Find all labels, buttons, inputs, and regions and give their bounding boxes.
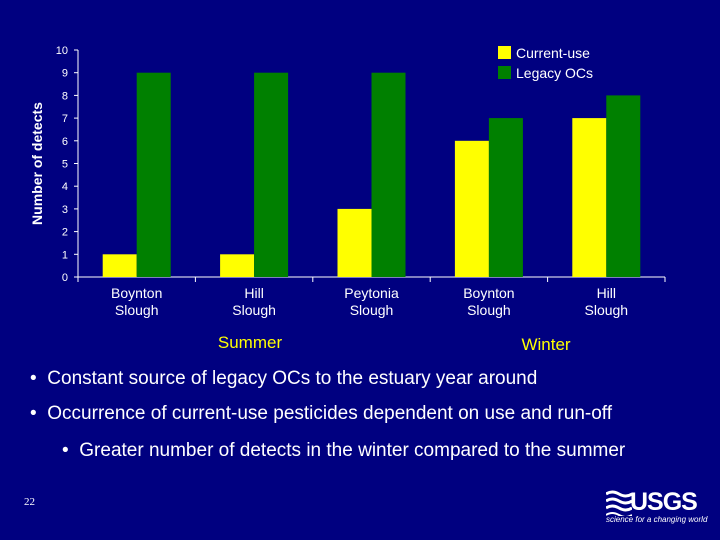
legend-label: Legacy OCs [516,65,593,81]
y-tick-label: 8 [62,90,68,102]
bullet-marker: • [30,368,37,389]
bar-legacy-ocs [136,72,171,277]
x-tick-label: Slough [350,302,394,318]
bar-legacy-ocs [254,72,289,277]
bullet-text-3: Greater number of detects in the winter … [79,440,626,461]
x-tick-label: Boynton [463,285,514,301]
x-tick-label: Hill [244,285,263,301]
bullet-3: • Greater number of detects in the winte… [62,440,625,462]
y-tick-label: 5 [62,159,68,171]
bar-legacy-ocs [488,118,523,277]
y-tick-label: 0 [62,272,68,284]
x-tick-label: Peytonia [344,285,399,301]
group-label-summer: Summer [218,333,283,352]
bullet-marker: • [30,403,37,424]
y-tick-label: 9 [62,68,68,80]
bar-current-use [337,208,372,277]
bar-legacy-ocs [371,72,406,277]
x-tick-label: Slough [467,302,511,318]
x-tick-label: Slough [115,302,159,318]
y-tick-label: 7 [62,113,68,125]
bar-current-use [572,118,607,277]
y-tick-label: 10 [56,45,68,57]
x-tick-label: Slough [585,302,629,318]
bullet-2: • Occurrence of current-use pesticides d… [30,403,612,425]
bullet-text-2: Occurrence of current-use pesticides dep… [47,403,612,424]
usgs-logo: USGS science for a changing world [606,488,708,524]
y-tick-label: 1 [62,249,68,261]
legend-swatch [498,66,511,79]
y-axis-label: Number of detects [29,102,45,225]
usgs-wave-icon [606,490,632,516]
bullet-marker: • [62,440,69,461]
y-tick-label: 3 [62,204,68,216]
usgs-tagline: science for a changing world [606,515,708,524]
x-tick-label: Boynton [111,285,162,301]
y-tick-label: 6 [62,136,68,148]
bar-current-use [454,140,489,277]
x-tick-label: Slough [232,302,276,318]
legend-label: Current-use [516,45,590,61]
bar-current-use [102,254,137,277]
bar-current-use [220,254,255,277]
x-tick-label: Hill [597,285,616,301]
slide-number: 22 [24,496,35,508]
usgs-wordmark: USGS [630,488,698,516]
bullet-1: • Constant source of legacy OCs to the e… [30,368,537,390]
legend-swatch [498,46,511,59]
y-tick-label: 2 [62,227,68,239]
bar-legacy-ocs [606,95,641,278]
y-tick-label: 4 [62,181,68,193]
group-label-winter: Winter [521,335,570,354]
bullet-text-1: Constant source of legacy OCs to the est… [47,368,538,389]
